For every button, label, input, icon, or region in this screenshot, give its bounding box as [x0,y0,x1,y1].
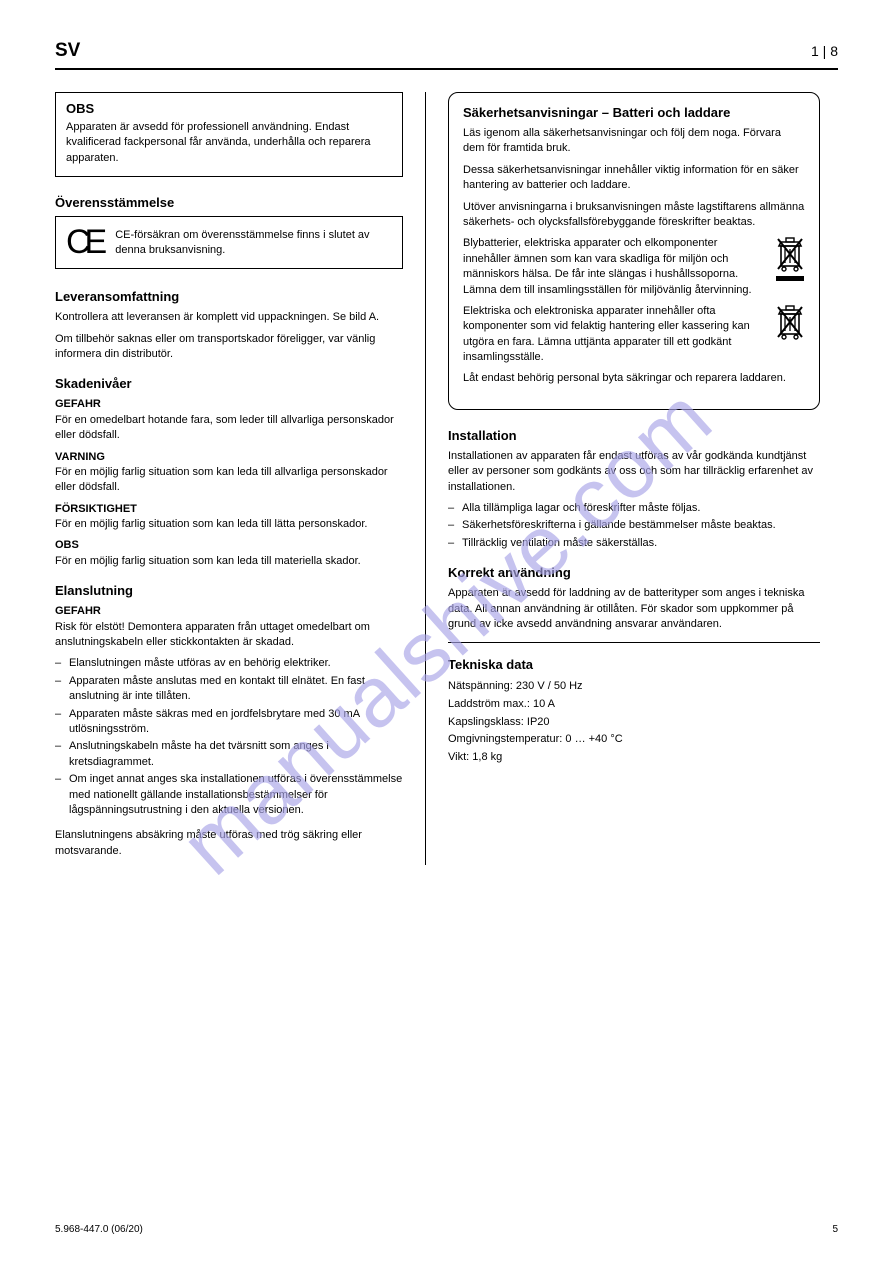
damage-level-label: FÖRSIKTIGHET [55,503,137,515]
power-danger-label: GEFAHR [55,605,101,617]
damage-level-label: GEFAHR [55,398,101,410]
damage-level-desc: För en möjlig farlig situation som kan l… [55,466,388,493]
caution-title: OBS [66,101,392,116]
safety-p2: Utöver anvisningarna i bruksanvisningen … [463,200,805,231]
spec-value: IP20 [527,716,550,728]
weee-row-1: Blybatterier, elektriska apparater och e… [463,236,805,298]
list-item: Elanslutningen måste utföras av en behör… [55,656,403,671]
use-title: Korrekt användning [448,565,820,580]
page-header: SV 1 | 8 [55,40,838,70]
install-bullets: Alla tillämpliga lagar och föreskrifter … [448,501,820,551]
tech-table: Nätspänning: 230 V / 50 Hz Laddström max… [448,678,820,766]
table-row: Omgivningstemperatur: 0 … +40 °C [448,731,820,749]
left-column: OBS Apparaten är avsedd för professionel… [55,92,425,865]
spec-label: Vikt [448,751,466,763]
safety-closing: Låt endast behörig personal byta säkring… [463,371,805,386]
language-label: SV [55,40,80,62]
ce-box: CE CE-försäkran om överensstämmelse finn… [55,216,403,269]
crossed-bin-icon [775,236,805,272]
ce-mark-icon: CE [66,223,101,262]
weee-icon-group [775,236,805,281]
content-columns: OBS Apparaten är avsedd för professionel… [55,92,838,865]
right-column: Säkerhetsanvisningar – Batteri och ladda… [425,92,820,865]
page-footer: 5.968-447.0 (06/20) 5 [55,1224,838,1235]
damage-level-desc: För en möjlig farlig situation som kan l… [55,555,361,567]
damage-level-row: OBS För en möjlig farlig situation som k… [55,538,403,569]
weee-text-1: Blybatterier, elektriska apparater och e… [463,236,765,298]
power-danger: GEFAHR Risk för elstöt! Demontera appara… [55,604,403,650]
damage-level-desc: För en omedelbart hotande fara, som lede… [55,414,394,441]
spec-label: Laddström max. [448,698,527,710]
crossed-bin-icon [775,304,805,340]
list-item: Tillräcklig ventilation måste säkerställ… [448,536,820,551]
spec-label: Omgivningstemperatur [448,733,559,745]
spec-value: 1,8 kg [472,751,502,763]
page-indicator: 1 | 8 [811,43,838,59]
list-item: Apparaten måste säkras med en jordfelsbr… [55,707,403,738]
table-row: Kapslingsklass: IP20 [448,714,820,732]
damage-level-row: FÖRSIKTIGHET För en möjlig farlig situat… [55,502,403,533]
list-item: Alla tillämpliga lagar och föreskrifter … [448,501,820,516]
power-title: Elanslutning [55,583,403,598]
section-divider [448,642,820,643]
tech-title: Tekniska data [448,657,820,672]
damage-level-label: OBS [55,539,79,551]
caution-body: Apparaten är avsedd för professionell an… [66,120,392,166]
list-item: Om inget annat anges ska installationen … [55,772,403,818]
ce-box-text: CE-försäkran om överensstämmelse finns i… [115,228,392,258]
weee-text-2: Elektriska och elektroniska apparater in… [463,304,765,366]
caution-box: OBS Apparaten är avsedd för professionel… [55,92,403,177]
weee-icon-group [775,304,805,340]
damage-level-row: GEFAHR För en omedelbart hotande fara, s… [55,397,403,443]
safety-box-title: Säkerhetsanvisningar – Batteri och ladda… [463,105,805,120]
damage-levels-title: Skadenivåer [55,376,403,391]
install-text: Installationen av apparaten får endast u… [448,449,820,495]
spec-value: 230 V / 50 Hz [516,680,583,692]
weee-bar-icon [776,276,804,281]
safety-box: Säkerhetsanvisningar – Batteri och ladda… [448,92,820,410]
safety-intro: Läs igenom alla säkerhetsanvisningar och… [463,126,805,157]
damage-level-desc: För en möjlig farlig situation som kan l… [55,518,367,530]
ce-section-title: Överensstämmelse [55,195,403,210]
scope-text: Kontrollera att leveransen är komplett v… [55,310,403,325]
scope-contact: Om tillbehör saknas eller om transportsk… [55,332,403,363]
spec-label: Nätspänning [448,680,510,692]
list-item: Anslutningskabeln måste ha det tvärsnitt… [55,739,403,770]
safety-p1: Dessa säkerhetsanvisningar innehåller vi… [463,163,805,194]
install-title: Installation [448,428,820,443]
table-row: Nätspänning: 230 V / 50 Hz [448,678,820,696]
power-bullets: Elanslutningen måste utföras av en behör… [55,656,403,818]
table-row: Laddström max.: 10 A [448,696,820,714]
use-text: Apparaten är avsedd för laddning av de b… [448,586,820,632]
damage-level-label: VARNING [55,451,105,463]
power-danger-text: Risk för elstöt! Demontera apparaten frå… [55,621,370,648]
spec-value: 10 A [533,698,555,710]
list-item: Säkerhetsföreskrifterna i gällande bestä… [448,518,820,533]
spec-label: Kapslingsklass [448,716,521,728]
page: manualshive.com SV 1 | 8 OBS Apparaten ä… [0,0,893,1263]
scope-title: Leveransomfattning [55,289,403,304]
footer-left: 5.968-447.0 (06/20) [55,1224,143,1235]
damage-level-row: VARNING För en möjlig farlig situation s… [55,450,403,496]
table-row: Vikt: 1,8 kg [448,749,820,767]
list-item: Apparaten måste anslutas med en kontakt … [55,674,403,705]
footer-right: 5 [832,1224,838,1235]
power-note: Elanslutningens absäkring måste utföras … [55,828,403,859]
spec-value: 0 … +40 °C [565,733,622,745]
weee-row-2: Elektriska och elektroniska apparater in… [463,304,805,366]
